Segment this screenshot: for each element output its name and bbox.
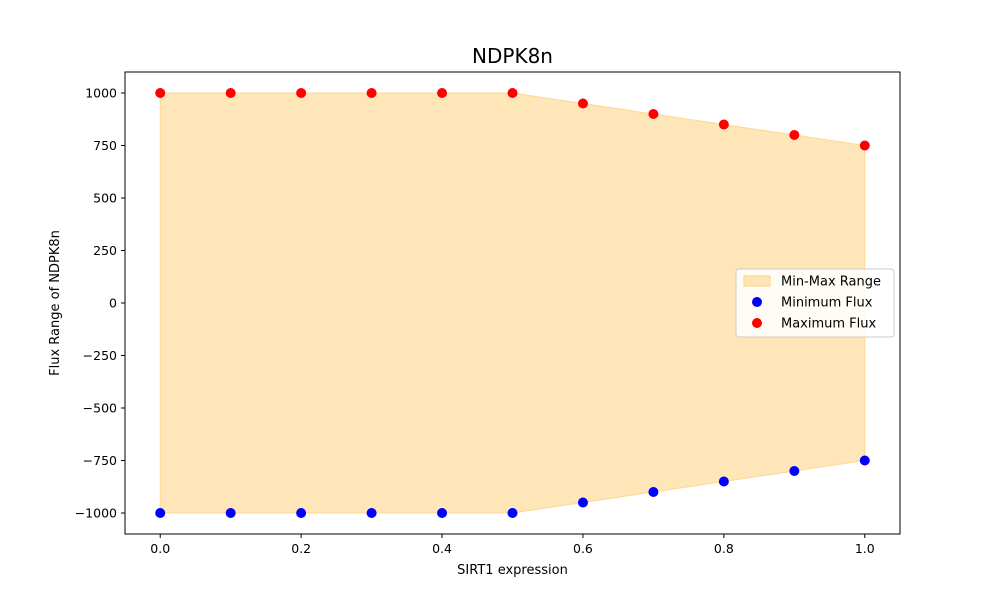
y-tick-label-1: 750 — [93, 138, 117, 153]
x-tick-label-1: 0.2 — [291, 541, 311, 556]
x-tick-label-0: 0.0 — [150, 541, 170, 556]
minimum-flux-point-3 — [366, 508, 377, 518]
legend-marker-2 — [752, 318, 762, 328]
maximum-flux-point-2 — [296, 88, 307, 98]
x-tick-label-4: 0.8 — [714, 541, 734, 556]
minimum-flux-point-10 — [859, 455, 870, 466]
maximum-flux-point-0 — [155, 88, 166, 98]
chart-title: NDPK8n — [472, 44, 553, 68]
legend-box — [735, 268, 895, 338]
minimum-flux-point-9 — [789, 466, 800, 476]
minimum-flux-point-8 — [718, 476, 729, 487]
y-tick-label-0: 1000 — [85, 86, 117, 101]
x-axis-label: SIRT1 expression — [457, 563, 568, 578]
legend-label-2: Maximum Flux — [781, 317, 877, 332]
legend: Min-Max Range Minimum Flux Maximum Flux — [735, 268, 895, 338]
minimum-flux-point-0 — [155, 508, 166, 518]
maximum-flux-point-8 — [718, 119, 729, 130]
minimum-flux-point-1 — [225, 508, 236, 518]
minimum-flux-point-7 — [648, 487, 659, 497]
minimum-flux-point-2 — [296, 508, 307, 518]
legend-marker-1 — [752, 297, 762, 307]
legend-label-1: Minimum Flux — [781, 296, 873, 311]
y-tick-label-6: −500 — [83, 401, 117, 416]
y-tick-label-5: −250 — [83, 348, 117, 363]
minimum-flux-point-6 — [577, 497, 588, 508]
maximum-flux-point-3 — [366, 88, 377, 98]
y-tick-label-3: 250 — [93, 243, 117, 258]
x-axis: 0.0 0.2 0.4 0.6 0.8 1.0 — [150, 534, 875, 556]
y-tick-label-2: 500 — [93, 191, 117, 206]
x-tick-label-2: 0.4 — [432, 541, 452, 556]
maximum-flux-point-1 — [225, 88, 236, 98]
y-axis: 1000 750 500 250 0 −250 −500 −750 −1000 — [75, 86, 125, 521]
y-tick-label-7: −750 — [83, 453, 117, 468]
maximum-flux-point-9 — [789, 130, 800, 140]
minimum-flux-point-5 — [507, 508, 518, 518]
maximum-flux-point-10 — [859, 140, 870, 151]
legend-swatch-range — [743, 275, 771, 287]
y-axis-label: Flux Range of NDPK8n — [48, 230, 63, 376]
y-tick-label-4: 0 — [109, 296, 117, 311]
maximum-flux-point-5 — [507, 88, 518, 98]
plot-area — [155, 88, 870, 518]
legend-label-0: Min-Max Range — [781, 275, 881, 290]
minimum-flux-point-4 — [437, 508, 448, 518]
maximum-flux-point-4 — [437, 88, 448, 98]
y-tick-label-8: −1000 — [75, 506, 117, 521]
x-tick-label-5: 1.0 — [855, 541, 875, 556]
maximum-flux-point-7 — [648, 109, 659, 119]
x-tick-label-3: 0.6 — [573, 541, 593, 556]
maximum-flux-point-6 — [577, 98, 588, 109]
